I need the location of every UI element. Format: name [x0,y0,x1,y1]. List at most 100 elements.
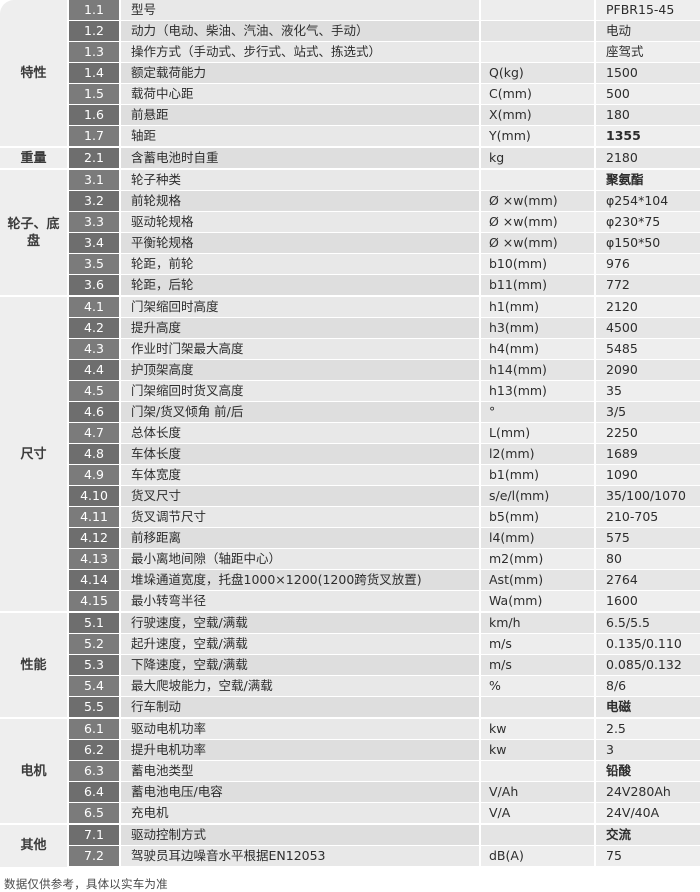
row-id: 4.3 [68,338,121,360]
row-id: 7.1 [68,823,121,846]
row-id: 2.1 [68,146,121,170]
group-label-1: 特性 [0,0,69,147]
table-row: 7.2 驾驶员耳边噪音水平根据EN12053 dB(A) 75 [0,845,700,867]
row-label: 货叉调节尺寸 [120,506,481,528]
row-unit: C(mm) [480,83,596,105]
table-row: 4.3 作业时门架最大高度 h4(mm) 5485 [0,338,700,360]
row-unit: m2(mm) [480,548,596,570]
table-row: 6.4 蓄电池电压/电容 V/Ah 24V280Ah [0,781,700,803]
table-row: 6.3 蓄电池类型 铅酸 [0,760,700,782]
row-id: 4.14 [68,569,121,591]
row-id: 4.4 [68,359,121,381]
table-row: 6.2 提升电机功率 kw 3 [0,739,700,761]
row-value: 2090 [595,359,700,381]
row-id: 4.11 [68,506,121,528]
table-row: 4.10 货叉尺寸 s/e/l(mm) 35/100/1070 [0,485,700,507]
row-id: 3.2 [68,190,121,212]
table-row: 4.11 货叉调节尺寸 b5(mm) 210-705 [0,506,700,528]
row-id: 5.5 [68,696,121,719]
row-unit: h14(mm) [480,359,596,381]
row-value: 1500 [595,62,700,84]
group-label-2: 重量 [0,146,69,169]
table-row: 3.4 平衡轮规格 Ø ×w(mm) φ150*50 [0,232,700,254]
table-row: 电机 6.1 驱动电机功率 kw 2.5 [0,717,700,824]
row-unit: Q(kg) [480,62,596,84]
row-value: 电动 [595,20,700,42]
table-row: 4.15 最小转弯半径 Wa(mm) 1600 [0,590,700,613]
table-row: 3.6 轮距，后轮 b11(mm) 772 [0,274,700,297]
specification-table: 特性 1.1 型号 PFBR15-45 1.2 动力（电动、柴油、汽油、液化气、手动） 电动… [0,0,700,867]
row-unit: h1(mm) [480,295,596,318]
table-row: 6.5 充电机 V/A 24V/40A [0,802,700,825]
row-value: 交流 [595,823,700,846]
table-row: 1.6 前悬距 X(mm) 180 [0,104,700,126]
row-unit: Ast(mm) [480,569,596,591]
table-row: 轮子、底盘 3.1 轮子种类 聚氨酯 [0,168,700,296]
row-label: 驱动控制方式 [120,823,481,846]
row-unit [480,20,596,42]
row-unit [480,41,596,63]
table-row: 5.4 最大爬坡能力，空载/满载% 8/6 [0,675,700,697]
row-label: 轮距，后轮 [120,274,481,297]
row-label: 驱动轮规格 [120,211,481,233]
row-id: 3.6 [68,274,121,297]
table-row: 4.8 车体长度 l2(mm) 1689 [0,443,700,465]
row-unit: dB(A) [480,845,596,867]
row-id: 3.5 [68,253,121,275]
row-label: 前轮规格 [120,190,481,212]
row-unit: V/Ah [480,781,596,803]
row-value: 35 [595,380,700,402]
row-id: 3.1 [68,168,121,191]
row-value: 500 [595,83,700,105]
row-label: 行驶速度，空载/满载 [120,611,481,634]
row-unit: s/e/l(mm) [480,485,596,507]
row-unit [480,760,596,782]
row-id: 3.4 [68,232,121,254]
row-value: 2764 [595,569,700,591]
row-unit: X(mm) [480,104,596,126]
row-value: 210-705 [595,506,700,528]
row-id: 6.2 [68,739,121,761]
row-unit: h13(mm) [480,380,596,402]
table-row: 5.3 下降速度，空载/满载 m/s 0.085/0.132 [0,654,700,676]
row-id: 7.2 [68,845,121,867]
row-id: 4.12 [68,527,121,549]
row-value: 电磁 [595,696,700,719]
row-label: 型号 [120,0,481,21]
row-value: 24V/40A [595,802,700,825]
table-row: 1.5 载荷中心距 C(mm) 500 [0,83,700,105]
row-label: 最大爬坡能力，空载/满载 [120,675,481,697]
table-row: 1.7 轴距 Y(mm) 1355 [0,125,700,148]
row-value: 3/5 [595,401,700,423]
row-id: 5.3 [68,654,121,676]
row-unit: kw [480,717,596,740]
row-id: 4.2 [68,317,121,339]
row-value: 1600 [595,590,700,613]
row-unit: l2(mm) [480,443,596,465]
row-unit: b10(mm) [480,253,596,275]
table-row: 特性 1.1 型号 PFBR15-45 [0,0,700,147]
row-id: 1.6 [68,104,121,126]
group-label-3: 轮子、底盘 [0,168,69,296]
table-row: 5.2 起升速度，空载/满载 m/s 0.135/0.110 [0,633,700,655]
row-value: 2.5 [595,717,700,740]
table-row: 3.3 驱动轮规格 Ø ×w(mm) φ230*75 [0,211,700,233]
row-label: 操作方式（手动式、步行式、站式、拣选式） [120,41,481,63]
row-unit: km/h [480,611,596,634]
row-value: 4500 [595,317,700,339]
row-unit: h4(mm) [480,338,596,360]
row-value: 976 [595,253,700,275]
row-value: 8/6 [595,675,700,697]
row-value: 2120 [595,295,700,318]
row-unit: kw [480,739,596,761]
row-unit: kg [480,146,596,170]
row-value: 35/100/1070 [595,485,700,507]
row-value: 772 [595,274,700,297]
row-value: 1689 [595,443,700,465]
table-row: 5.5 行车制动 电磁 [0,696,700,719]
row-label: 护顶架高度 [120,359,481,381]
row-value: 0.135/0.110 [595,633,700,655]
row-label: 起升速度，空载/满载 [120,633,481,655]
row-unit: % [480,675,596,697]
